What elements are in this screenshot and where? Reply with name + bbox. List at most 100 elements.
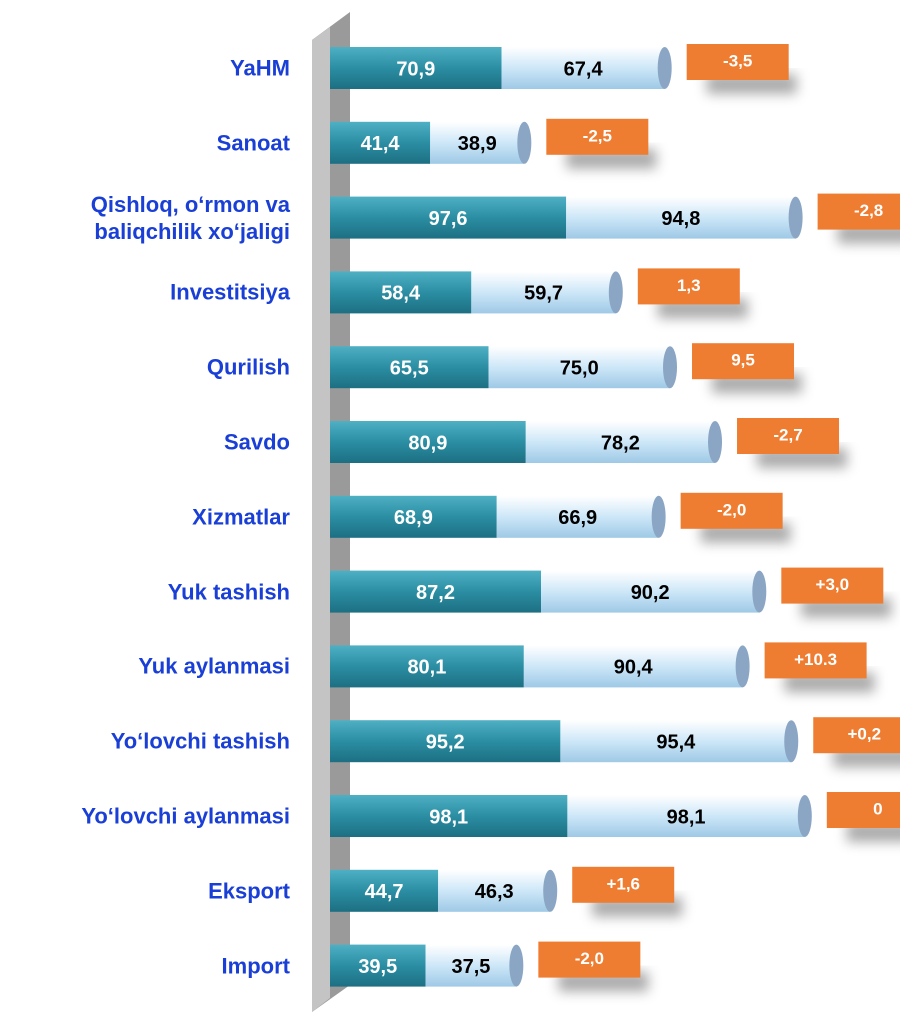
value-label: 95,2 xyxy=(426,731,465,753)
diff-box xyxy=(813,717,900,754)
bar-segment xyxy=(330,720,561,763)
diff-box xyxy=(680,492,783,529)
bar-cap xyxy=(663,346,678,389)
bar-cap xyxy=(509,944,524,987)
value-label: 70,9 xyxy=(396,58,435,80)
value-label: 98,1 xyxy=(667,806,706,828)
bar-segment xyxy=(496,495,659,538)
value-label: 90,2 xyxy=(631,582,670,604)
bar-segment xyxy=(330,196,567,239)
value-label: 80,9 xyxy=(408,432,447,454)
diff-box xyxy=(686,44,789,80)
value-label: 75,0 xyxy=(560,357,599,379)
value-label: 66,9 xyxy=(558,507,597,529)
diff-box xyxy=(692,343,795,380)
bar-cap xyxy=(788,196,803,239)
category-label: Yuk aylanmasi xyxy=(138,653,290,679)
diff-box xyxy=(764,642,867,679)
bar-segment xyxy=(566,196,796,239)
diff-box xyxy=(781,567,884,604)
category-label: YaHM xyxy=(230,55,290,81)
value-label: 98,1 xyxy=(429,806,468,828)
bar-segment xyxy=(567,795,805,837)
category-label: Yuk tashish xyxy=(167,579,290,605)
value-label: 80,1 xyxy=(407,657,446,679)
diff-label: +3,0 xyxy=(816,575,850,594)
bar-cap xyxy=(657,47,672,89)
bar-segment xyxy=(330,271,472,314)
bar-segment xyxy=(471,271,616,314)
diff-label: 0 xyxy=(873,799,882,818)
bar-cap xyxy=(784,720,799,763)
category-label: Sanoat xyxy=(216,130,290,156)
bar-cap xyxy=(797,795,812,837)
diff-label: +1,6 xyxy=(606,874,640,893)
wall-side xyxy=(312,27,330,1012)
bar-segment xyxy=(330,121,431,164)
bar-segment xyxy=(430,121,525,164)
diff-label: -2,5 xyxy=(583,126,612,145)
bar-cap xyxy=(543,869,558,912)
bar-segment xyxy=(330,47,502,89)
value-label: 37,5 xyxy=(451,956,490,978)
bar-cap xyxy=(651,495,666,538)
category-label: Yo‘lovchi tashish xyxy=(110,728,290,754)
category-label: Xizmatlar xyxy=(192,504,290,530)
bar-cap xyxy=(752,570,767,613)
value-label: 97,6 xyxy=(429,208,468,230)
value-label: 95,4 xyxy=(656,731,696,753)
diff-label: -2,0 xyxy=(575,949,604,968)
diff-box xyxy=(637,268,740,305)
value-label: 68,9 xyxy=(394,507,433,529)
category-label: Qishloq, o‘rmon va baliqchilik xo‘jaligi xyxy=(90,191,290,244)
diff-label: 1,3 xyxy=(677,276,701,295)
bar-cap xyxy=(608,271,623,314)
bar-segment xyxy=(330,346,489,389)
bar-cap xyxy=(735,645,750,688)
value-label: 58,4 xyxy=(381,283,421,305)
value-label: 39,5 xyxy=(358,956,397,978)
diff-label: -2,0 xyxy=(717,500,746,519)
bar-segment xyxy=(330,869,439,912)
value-label: 59,7 xyxy=(524,283,563,305)
diff-label: +10.3 xyxy=(794,650,837,669)
bar-segment xyxy=(330,645,524,688)
value-label: 67,4 xyxy=(564,58,604,80)
bar-segment xyxy=(330,944,426,987)
value-label: 41,4 xyxy=(361,133,401,155)
value-label: 65,5 xyxy=(390,357,429,379)
category-label: Yo‘lovchi aylanmasi xyxy=(81,803,290,829)
diff-box xyxy=(538,941,641,978)
category-label: Qurilish xyxy=(206,354,290,380)
diff-label: -2,7 xyxy=(773,425,802,444)
bar-segment xyxy=(330,421,526,463)
bar-segment xyxy=(501,47,665,89)
bar-segment xyxy=(525,421,716,463)
bar-segment xyxy=(330,795,568,837)
bar-segment xyxy=(330,570,542,613)
bar-segment xyxy=(488,346,671,389)
category-label: Investitsiya xyxy=(170,279,290,305)
bar-segment xyxy=(330,495,497,538)
bar-segment xyxy=(438,869,551,912)
value-label: 87,2 xyxy=(416,582,455,604)
diff-box xyxy=(817,193,900,230)
value-label: 46,3 xyxy=(475,881,514,903)
bar-cap xyxy=(517,121,532,164)
diff-label: +0,2 xyxy=(847,725,881,744)
bar-segment xyxy=(425,944,517,987)
bar-cap xyxy=(708,421,723,463)
diff-box xyxy=(572,866,675,903)
value-label: 94,8 xyxy=(661,208,700,230)
value-label: 38,9 xyxy=(458,133,497,155)
value-label: 90,4 xyxy=(614,657,654,679)
bar-segment xyxy=(560,720,792,763)
diff-box xyxy=(546,118,649,155)
diff-label: -2,8 xyxy=(854,201,883,220)
category-label: Eksport xyxy=(208,878,290,904)
category-label: Import xyxy=(221,953,290,979)
bar-segment xyxy=(523,645,743,688)
diff-box xyxy=(737,418,840,454)
